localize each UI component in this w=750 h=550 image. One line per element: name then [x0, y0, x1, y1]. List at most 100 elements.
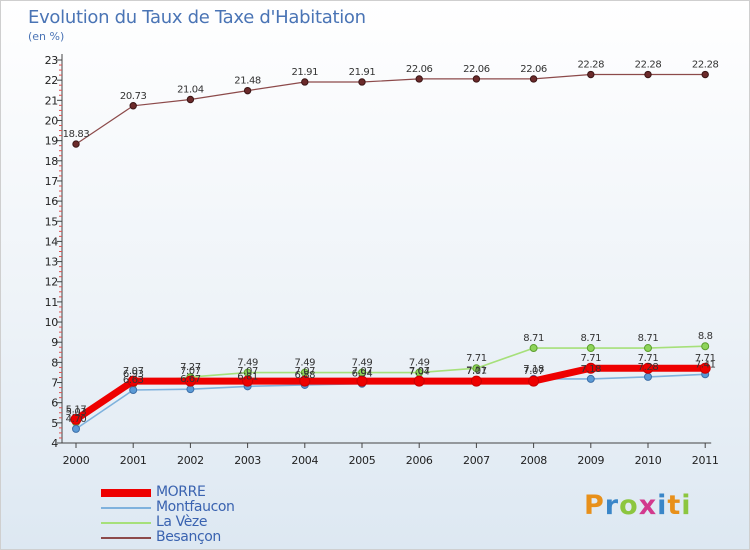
- x-tick-label: 2000: [63, 454, 90, 467]
- data-label-besan-on: 22.28: [635, 60, 662, 71]
- legend-label: Montfaucon: [156, 499, 235, 515]
- logo-letter: P: [584, 490, 605, 521]
- y-tick-label: 14: [45, 235, 59, 248]
- data-label-montfaucon: 7.04: [409, 367, 430, 378]
- x-tick-label: 2011: [692, 454, 719, 467]
- data-label-montfaucon: 6.88: [294, 370, 315, 381]
- data-point-besan-on: [529, 75, 538, 83]
- logo-letter: o: [619, 490, 639, 521]
- data-label-layer: 18.83 20.73 21.04 21.48 21.91 21.91 22.06 22.06…: [63, 60, 719, 425]
- data-label-la-v-ze: 6.93: [123, 369, 144, 380]
- logo-letter: x: [638, 490, 658, 521]
- data-label-morre: 7.71: [580, 353, 601, 364]
- data-label-montfaucon: 4.70: [66, 414, 87, 425]
- y-tick-label: 17: [45, 175, 59, 188]
- data-point-morre: [70, 413, 82, 425]
- data-point-morre: [470, 375, 482, 387]
- data-label-morre: 7.71: [695, 353, 716, 364]
- x-tick-label: 2002: [177, 454, 204, 467]
- data-point-besan-on: [243, 86, 252, 95]
- data-label-morre: 7.07: [294, 366, 315, 377]
- data-label-la-v-ze: 7.27: [180, 362, 201, 373]
- data-label-besan-on: 18.83: [63, 129, 90, 140]
- data-point-la-v-ze: [586, 344, 595, 353]
- data-label-besan-on: 21.48: [234, 76, 261, 87]
- x-tick-label: 2004: [291, 454, 318, 467]
- series-line-morre: [74, 364, 706, 423]
- data-label-montfaucon: 7.41: [695, 359, 716, 370]
- data-point-morre: [299, 375, 311, 387]
- data-label-morre: 7.07: [180, 366, 201, 377]
- y-tick-label: 8: [51, 356, 58, 369]
- data-label-la-v-ze: 8.8: [698, 331, 713, 342]
- x-tick-label: 2005: [349, 454, 376, 467]
- axes: 4 5 6 7 8 9 10 11 12 13 14 15 16 17 18 19 20 21 22 23 2000 20…: [45, 54, 719, 467]
- data-label-la-v-ze: 7.49: [294, 358, 315, 369]
- y-tick-label: 7: [51, 377, 58, 390]
- x-tick-label: 2006: [406, 454, 433, 467]
- data-point-besan-on: [644, 70, 652, 79]
- series-line-besan-on: [75, 73, 706, 145]
- data-label-montfaucon: 6.63: [123, 375, 144, 386]
- y-tick-label: 23: [45, 54, 59, 67]
- data-point-besan-on: [701, 70, 709, 79]
- data-point-la-v-ze: [701, 342, 710, 351]
- data-point-morre: [528, 375, 540, 387]
- y-tick-label: 10: [45, 316, 59, 329]
- x-tick-label: 2001: [120, 454, 147, 467]
- data-label-morre: 5.17: [66, 404, 87, 415]
- data-point-morre: [127, 375, 139, 387]
- series-layer: [70, 70, 711, 433]
- x-tick-label: 2008: [520, 454, 547, 467]
- legend-swatch: [101, 507, 151, 509]
- legend-swatch: [101, 489, 151, 497]
- y-tick-label: 15: [45, 215, 59, 228]
- data-point-morre: [699, 362, 711, 374]
- y-tick-label: 22: [45, 74, 58, 87]
- data-label-la-v-ze: 7.49: [237, 358, 258, 369]
- data-label-montfaucon: 7.11: [466, 365, 487, 376]
- chart-title: Evolution du Taux de Taxe d'Habitation: [28, 7, 366, 28]
- legend-label: Besançon: [156, 529, 221, 545]
- y-tick-label: 9: [51, 336, 58, 349]
- data-label-besan-on: 20.73: [120, 91, 147, 102]
- data-label-la-v-ze: 8.71: [580, 333, 601, 344]
- data-label-morre: 7.71: [638, 353, 659, 364]
- data-label-montfaucon: 7.18: [523, 364, 544, 375]
- y-tick-label: 13: [45, 256, 59, 269]
- x-tick-label: 2003: [234, 454, 261, 467]
- y-tick-label: 20: [45, 114, 59, 127]
- data-point-besan-on: [415, 75, 423, 83]
- logo-letter: t: [667, 490, 682, 521]
- data-point-besan-on: [186, 95, 195, 104]
- legend-swatch: [101, 522, 151, 524]
- y-tick-label: 18: [45, 155, 59, 168]
- data-label-la-v-ze: 7.71: [466, 353, 487, 364]
- data-label-morre: 7.07: [352, 366, 373, 377]
- data-point-morre: [585, 362, 597, 374]
- data-point-morre: [242, 375, 254, 387]
- logo-letter: r: [604, 490, 620, 521]
- logo-letter: i: [681, 490, 692, 521]
- data-label-besan-on: 22.06: [406, 64, 433, 75]
- y-tick-label: 19: [45, 135, 59, 148]
- data-label-besan-on: 21.91: [291, 67, 318, 78]
- data-label-montfaucon: 6.67: [180, 374, 201, 385]
- y-tick-label: 4: [51, 437, 58, 450]
- y-tick-label: 21: [45, 94, 58, 107]
- data-point-la-v-ze: [644, 344, 652, 353]
- data-point-la-v-ze: [472, 364, 481, 373]
- data-point-besan-on: [587, 70, 595, 79]
- data-point-montfaucon: [586, 374, 595, 383]
- data-label-montfaucon: 7.28: [638, 362, 659, 373]
- data-label-montfaucon: 6.81: [237, 371, 258, 382]
- data-point-la-v-ze: [529, 344, 538, 353]
- y-tick-label: 6: [51, 397, 58, 410]
- data-label-morre: 7.07: [237, 366, 258, 377]
- data-label-besan-on: 22.28: [692, 60, 719, 71]
- data-point-morre: [184, 375, 196, 387]
- data-point-besan-on: [358, 78, 366, 86]
- proxiti-logo: Proxiti: [584, 490, 692, 521]
